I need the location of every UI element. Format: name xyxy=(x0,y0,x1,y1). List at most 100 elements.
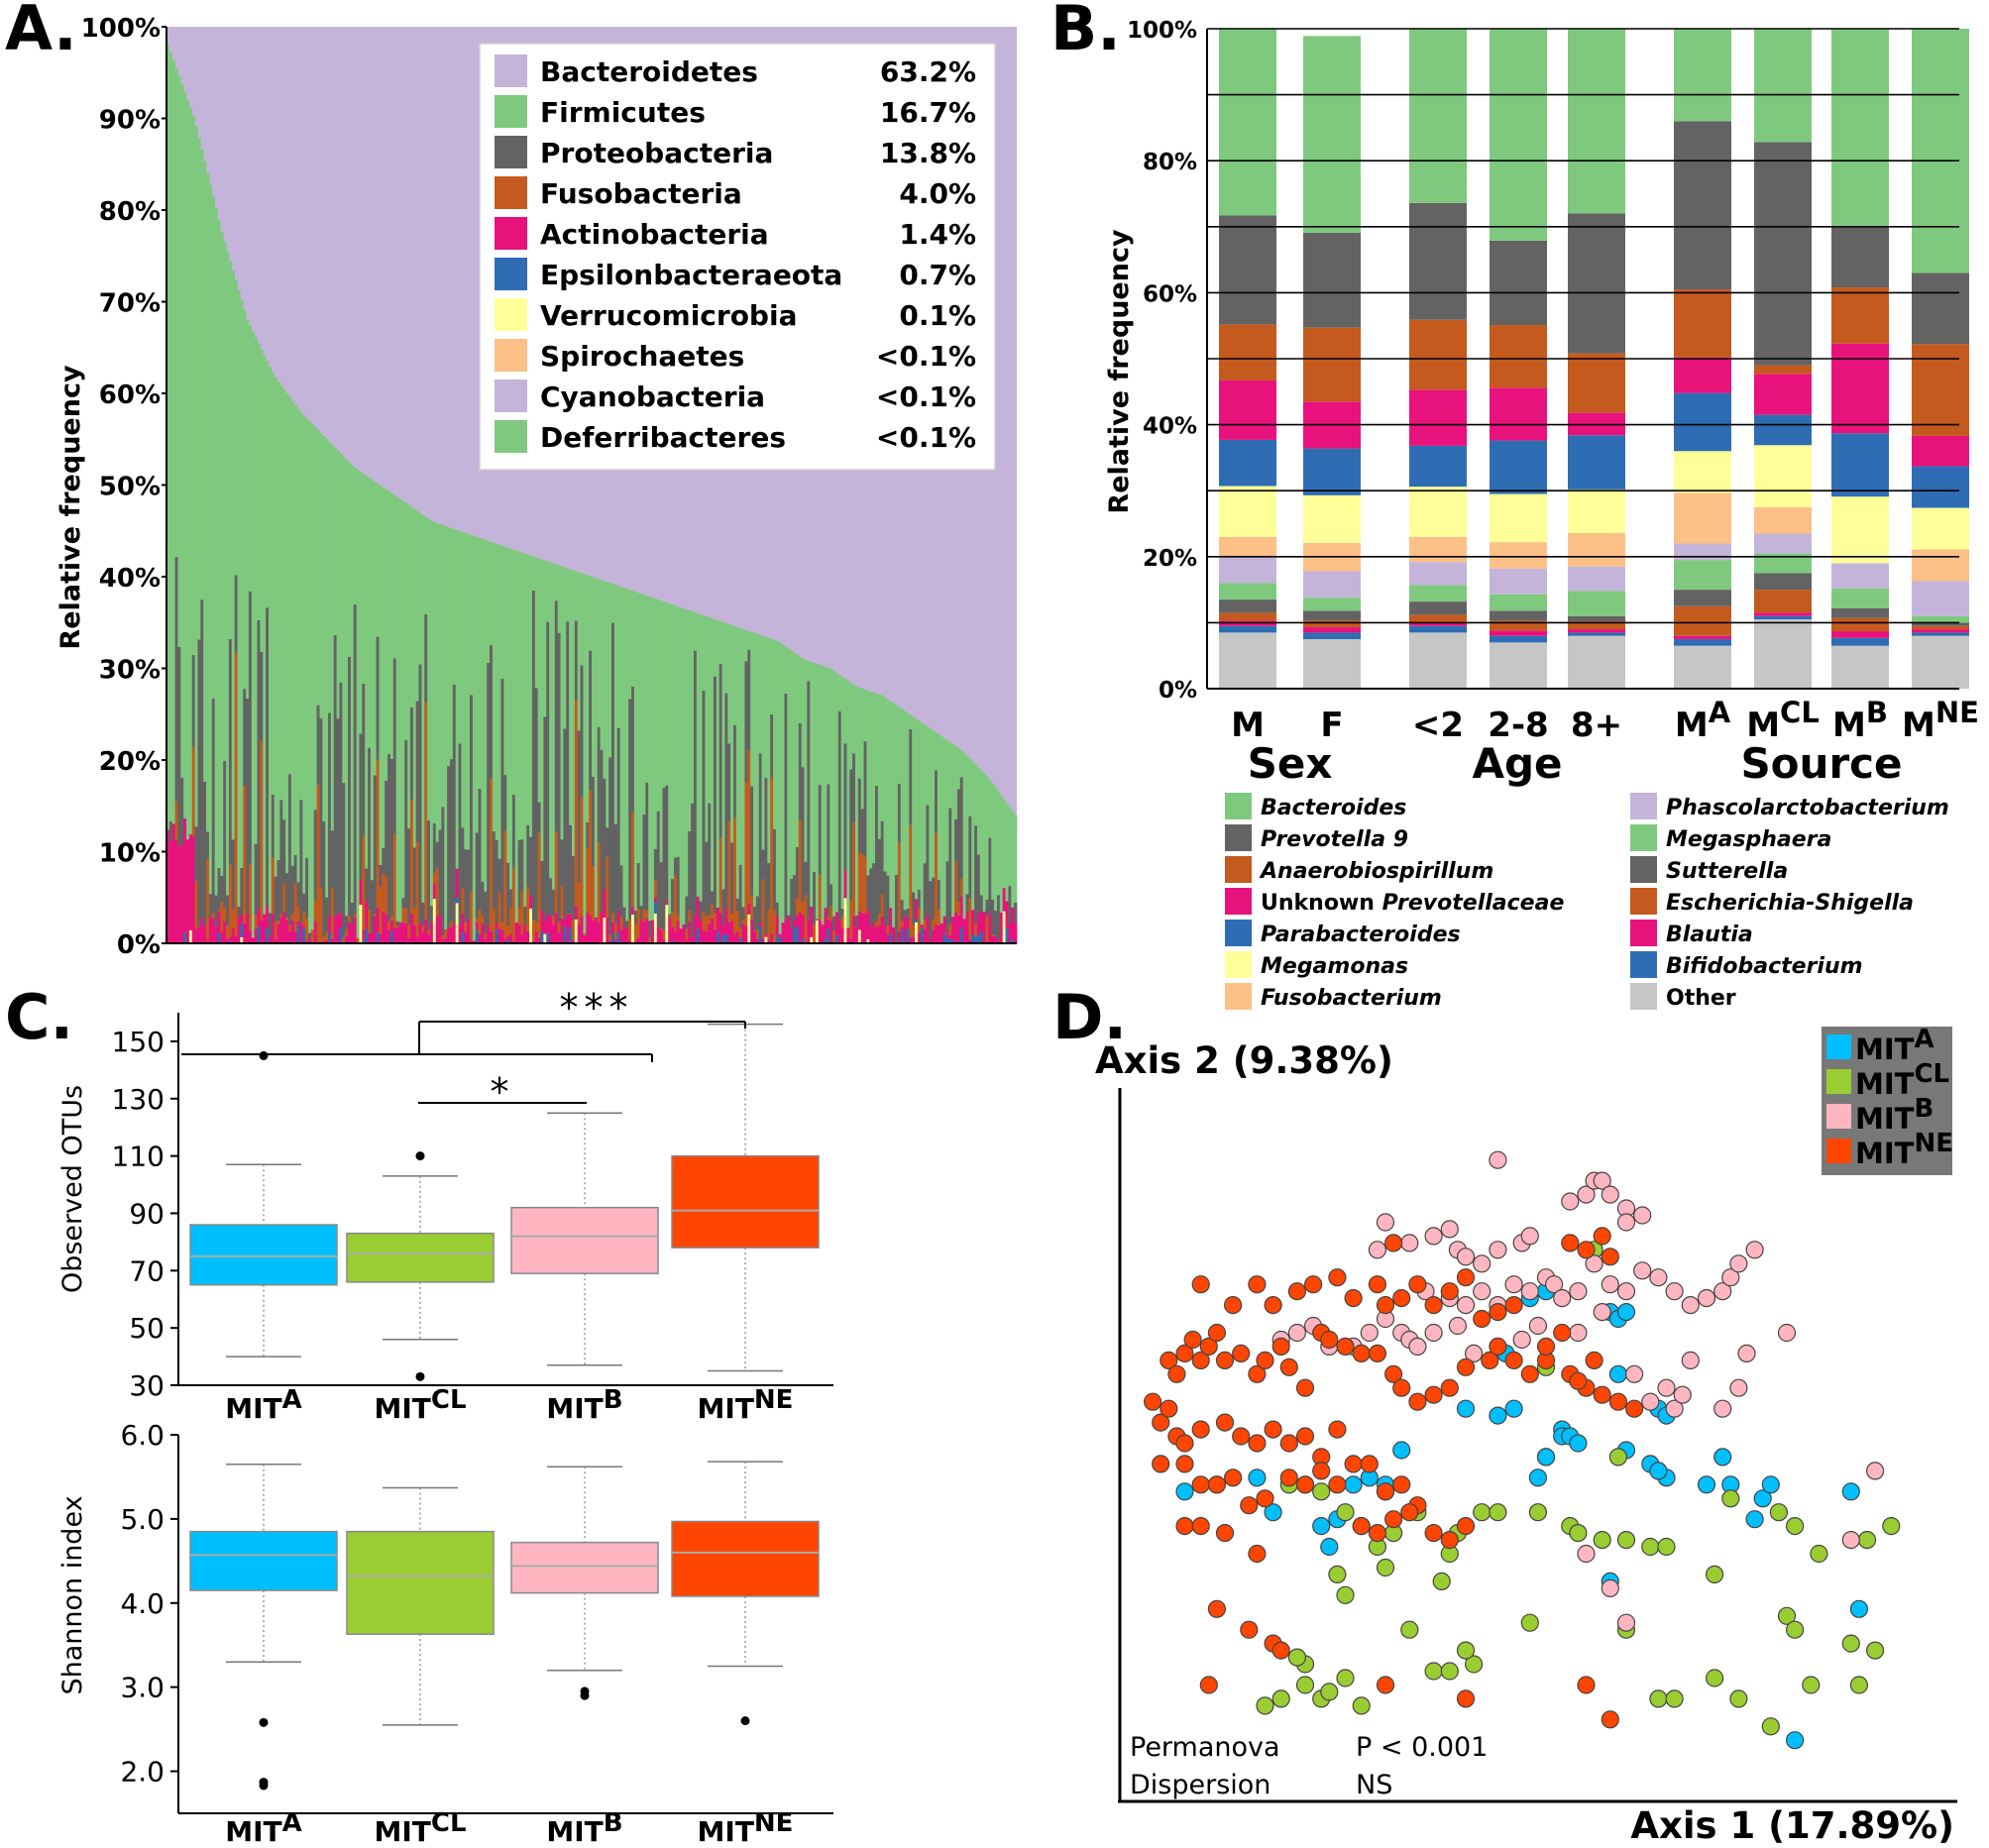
panel-c-bottom-box xyxy=(346,1530,495,1635)
panel-d-point xyxy=(1376,1295,1395,1315)
panel-a-sample-bar-segment xyxy=(226,895,230,926)
panel-b-legend-swatch xyxy=(1630,983,1657,1010)
panel-d-point xyxy=(1440,1662,1459,1681)
panel-a-sample-bar-segment xyxy=(554,564,559,601)
panel-a-sample-bar-segment xyxy=(895,705,899,875)
panel-a-sample-bar-segment xyxy=(293,854,297,884)
panel-a-sample-bar-segment xyxy=(886,875,890,926)
panel-b-bar-segment xyxy=(1568,629,1625,633)
panel-a-sample-bar-segment xyxy=(240,937,244,943)
panel-d-point xyxy=(1464,1344,1484,1363)
panel-a-sample-bar-segment xyxy=(985,916,989,942)
panel-a-sample-bar-segment xyxy=(860,689,864,810)
panel-b-legend-label: Anaerobiospirillum xyxy=(1259,859,1493,884)
panel-a-sample-bar-segment xyxy=(821,665,825,924)
panel-a-sample-bar-segment xyxy=(968,898,972,940)
panel-a-sample-bar-segment xyxy=(968,758,972,816)
panel-a-sample-bar-segment xyxy=(965,755,969,895)
panel-a-sample-bar-segment xyxy=(415,510,419,702)
panel-a-sample-bar-segment xyxy=(770,932,774,943)
panel-a-sample-bar-segment xyxy=(231,927,236,943)
panel-d-point xyxy=(1392,1475,1411,1494)
panel-a-sample-bar-segment xyxy=(636,937,641,943)
panel-d-point xyxy=(1713,1448,1732,1467)
panel-a-sample-bar-segment xyxy=(606,827,609,857)
panel-d-point xyxy=(1424,1295,1443,1315)
panel-b-bar-segment xyxy=(1303,598,1361,611)
panel-a-sample-bar-segment xyxy=(246,698,250,914)
panel-d-point xyxy=(1352,1696,1371,1715)
panel-b-bar-segment xyxy=(1409,487,1467,537)
panel-a-sample-bar-segment xyxy=(827,784,830,918)
panel-b-legend-label-name: Escherichia-Shigella xyxy=(1666,891,1914,916)
panel-b-bar-segment xyxy=(1409,622,1467,626)
panel-a-sample-bar-segment xyxy=(168,53,173,821)
panel-a-sample-bar-segment xyxy=(517,908,521,924)
panel-a-sample-bar-segment xyxy=(982,911,986,943)
panel-a-sample-bar-segment xyxy=(557,632,561,923)
panel-a-sample-bar-segment xyxy=(639,594,643,907)
panel-a-sample-bar-segment xyxy=(580,916,584,943)
panel-b-legend-label: Fusobacterium xyxy=(1261,986,1442,1011)
panel-a-sample-bar-segment xyxy=(959,777,964,879)
panel-b-legend-label: Escherichia-Shigella xyxy=(1666,891,1914,916)
panel-a-sample-bar-segment xyxy=(764,777,768,934)
panel-a-ytick-label: 50% xyxy=(99,473,161,502)
panel-a-sample-bar-segment xyxy=(730,921,734,943)
panel-a-sample-bar-segment xyxy=(616,727,620,911)
panel-a-sample-bar-segment xyxy=(506,936,510,940)
panel-a-sample-bar-segment xyxy=(418,512,422,665)
panel-a-sample-bar-segment xyxy=(798,722,803,820)
panel-a-sample-bar-segment xyxy=(877,925,882,943)
panel-a-sample-bar-segment xyxy=(484,932,488,939)
panel-a-sample-bar-segment xyxy=(744,925,748,943)
panel-a-sample-bar-segment xyxy=(622,588,626,908)
panel-a-sample-bar-segment xyxy=(208,894,213,918)
panel-a-sample-bar-segment xyxy=(857,688,862,779)
panel-a-sample-bar-segment xyxy=(795,916,800,926)
panel-b-bar-label-sup: CL xyxy=(1780,696,1820,729)
panel-b-bar-segment xyxy=(1831,607,1889,618)
panel-a-sample-bar-segment xyxy=(177,76,181,647)
panel-a-sample-bar-segment xyxy=(220,931,224,943)
panel-d-point xyxy=(1279,1358,1298,1376)
panel-a-sample-bar-segment xyxy=(665,602,669,786)
panel-a-legend-swatch xyxy=(495,217,527,250)
panel-c-top-category-base: MIT xyxy=(374,1392,430,1425)
panel-d-point xyxy=(1473,1503,1492,1522)
panel-a-sample-bar-segment xyxy=(389,758,394,918)
panel-d-point xyxy=(1753,1489,1772,1508)
panel-d-point xyxy=(1665,1282,1684,1301)
panel-a-sample-bar-segment xyxy=(900,921,904,927)
panel-a-sample-bar-segment xyxy=(711,891,715,905)
panel-a-sample-bar-segment xyxy=(813,924,817,943)
panel-a-sample-bar-segment xyxy=(915,922,919,943)
panel-a-sample-bar-segment xyxy=(398,498,402,923)
panel-a-legend-swatch xyxy=(495,176,527,209)
panel-a-sample-bar-segment xyxy=(758,923,762,926)
panel-d-point xyxy=(1240,1496,1259,1515)
panel-a-sample-bar-segment xyxy=(705,841,709,917)
panel-d-point xyxy=(1408,1337,1427,1357)
panel-a-sample-bar-segment xyxy=(653,897,658,903)
panel-c-top-category-label: MITB xyxy=(546,1385,622,1425)
panel-a-sample-bar-segment xyxy=(191,746,195,836)
panel-a-sample-bar-segment xyxy=(379,864,383,888)
panel-c-bottom-ytick-label: 3.0 xyxy=(120,1672,165,1704)
panel-a-sample-bar-segment xyxy=(622,907,626,926)
panel-b-bar-segment xyxy=(1303,494,1361,543)
panel-d-point xyxy=(1577,1241,1596,1259)
panel-a-sample-bar-segment xyxy=(231,839,236,910)
panel-a-sample-bar-segment xyxy=(520,839,524,892)
panel-d-point xyxy=(1152,1413,1170,1432)
panel-a-sample-bar-segment xyxy=(869,925,873,943)
panel-a-sample-bar-segment xyxy=(673,605,678,858)
panel-b-bar-segment xyxy=(1409,202,1467,320)
panel-a-sample-bar-segment xyxy=(840,927,844,943)
panel-a-sample-bar-segment xyxy=(362,835,366,930)
panel-a-sample-bar-segment xyxy=(764,936,768,943)
panel-a-sample-bar-segment xyxy=(642,922,646,943)
panel-a-sample-bar-segment xyxy=(665,785,669,901)
panel-a-sample-bar-segment xyxy=(827,917,830,920)
panel-d-annotation-label: Permanova xyxy=(1130,1732,1280,1763)
